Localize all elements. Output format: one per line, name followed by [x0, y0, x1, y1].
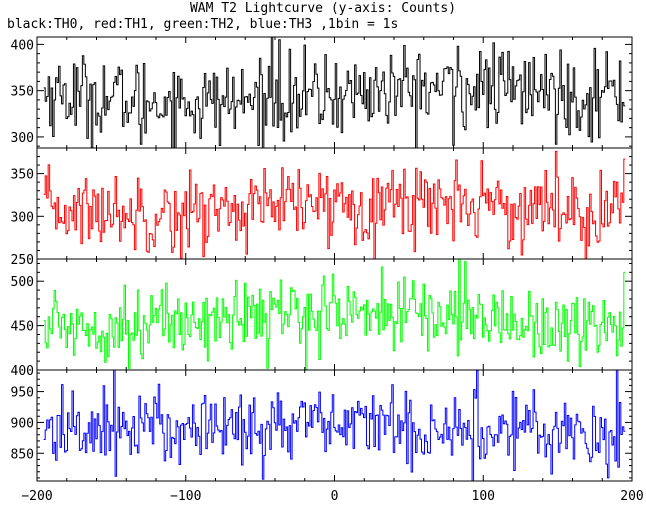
panels-layer: 300 350 400 250 300 350 400 450 500 850 900 950 — [11, 36, 633, 482]
panel-frame — [36, 369, 633, 482]
panel-frame — [36, 258, 633, 371]
y-tick-label: 250 — [11, 253, 34, 268]
panel-th2: 400 450 500 — [11, 258, 633, 379]
y-tick-label: 900 — [11, 416, 34, 431]
y-tick-label: 350 — [11, 85, 34, 100]
x-tick-label: 200 — [620, 489, 643, 504]
x-tick-label: −200 — [21, 489, 52, 504]
panel-frame — [36, 147, 633, 260]
y-tick-label: 350 — [11, 168, 34, 183]
y-tick-label: 300 — [11, 210, 34, 225]
y-tick-label: 850 — [11, 447, 34, 462]
panel-th0: 300 350 400 — [11, 36, 633, 149]
y-tick-label: 300 — [11, 131, 34, 146]
series-line-th3 — [43, 370, 626, 481]
panel-th3: 850 900 950 — [11, 369, 633, 482]
chart-title: WAM T2 Lightcurve (y-axis: Counts) — [189, 1, 457, 16]
panel-th1: 250 300 350 — [11, 147, 633, 268]
series-line-th2 — [43, 259, 626, 370]
y-tick-label: 450 — [11, 320, 34, 335]
x-tick-label: 100 — [472, 489, 495, 504]
panel-frame — [36, 36, 633, 149]
series-line-th1 — [43, 150, 626, 259]
y-tick-label: 400 — [11, 364, 34, 379]
y-tick-label: 400 — [11, 38, 34, 53]
y-tick-label: 950 — [11, 386, 34, 401]
x-axis: −200 −100 0 100 200 — [21, 489, 643, 504]
y-tick-label: 500 — [11, 275, 34, 290]
chart-legend-subtitle: black:TH0, red:TH1, green:TH2, blue:TH3 … — [7, 17, 399, 32]
x-tick-label: 0 — [331, 489, 339, 504]
x-tick-label: −100 — [170, 489, 201, 504]
series-line-th0 — [43, 37, 626, 148]
